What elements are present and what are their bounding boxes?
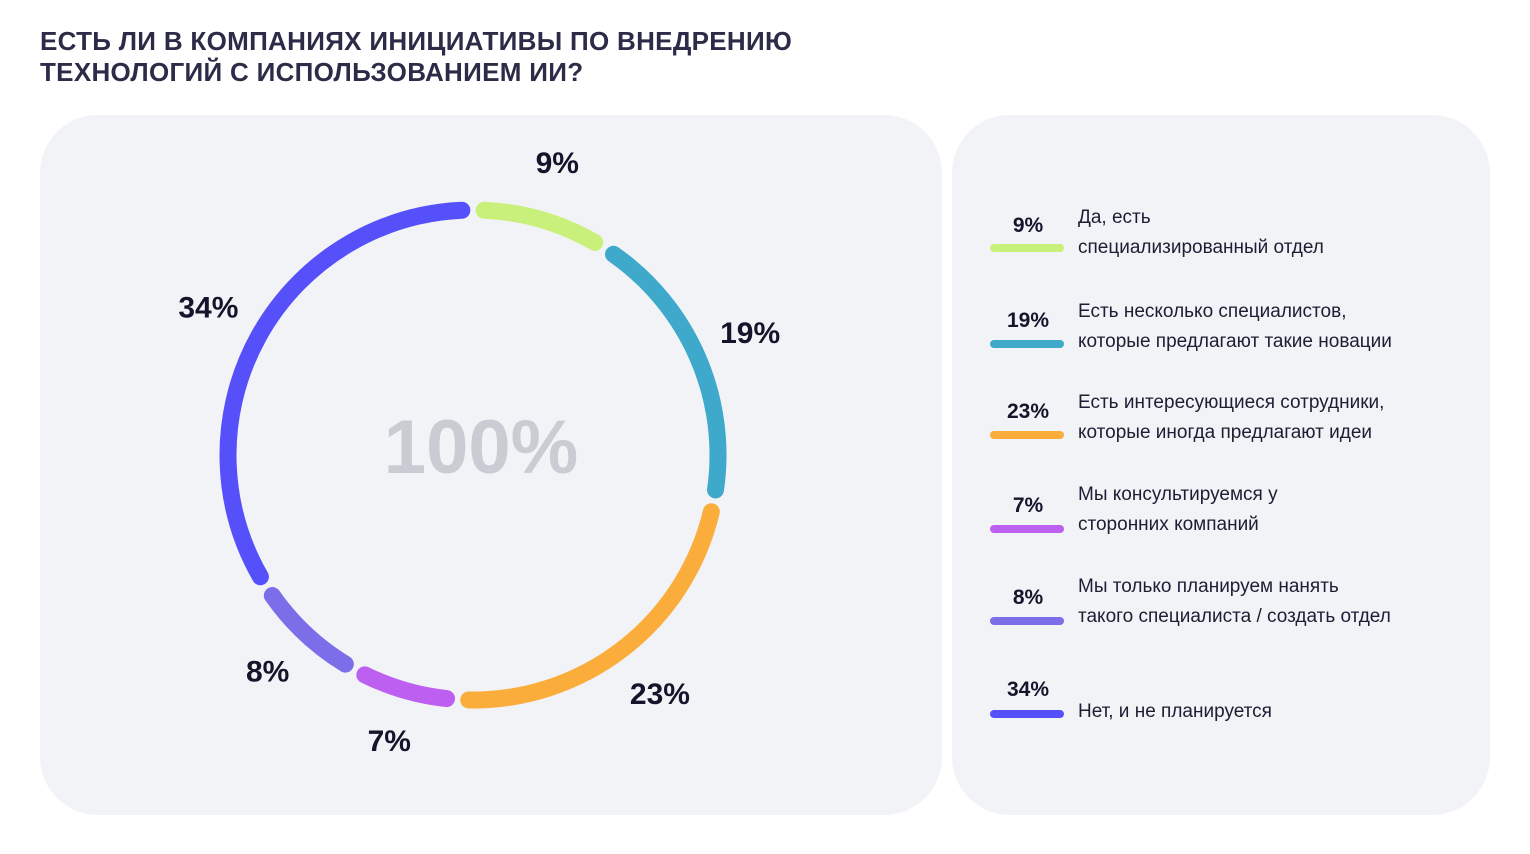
legend-percent: 9% — [1012, 214, 1044, 237]
legend-label-line-2: такого специалиста / создать отдел — [1078, 606, 1391, 627]
legend-percent: 23% — [1006, 400, 1050, 423]
donut-data-label-planning-to-hire: 8% — [246, 656, 289, 689]
donut-segment-interested-employees — [460, 503, 720, 709]
legend-label-line-1: Мы консультируемся у — [1078, 484, 1278, 505]
chart-title-line-1: ЕСТЬ ЛИ В КОМПАНИЯХ ИНИЦИАТИВЫ ПО ВНЕДРЕ… — [40, 26, 793, 56]
legend-label-line-1: Да, есть — [1078, 207, 1151, 228]
legend-percent: 7% — [1012, 494, 1044, 517]
legend-item-interested-employees: 23% Есть интересующиеся сотрудники, кото… — [990, 388, 1470, 458]
legend-label: Есть интересующиеся сотрудники, которые … — [1078, 388, 1468, 448]
legend-color-swatch — [990, 525, 1064, 533]
legend-panel: 9% Да, есть специализированный отдел 19%… — [952, 115, 1490, 815]
chart-panel: 100% 9% 19% 23% 7% 8% 34% — [40, 115, 942, 815]
legend-label: Нет, и не планируется — [1078, 697, 1468, 727]
legend-percent: 8% — [1012, 586, 1044, 609]
donut-segment-not-planned — [219, 201, 471, 586]
chart-title: ЕСТЬ ЛИ В КОМПАНИЯХ ИНИЦИАТИВЫ ПО ВНЕДРЕ… — [40, 26, 792, 88]
legend-label-line-1: Есть интересующиеся сотрудники, — [1078, 392, 1385, 413]
donut-data-label-dedicated-department: 9% — [536, 147, 579, 180]
legend-color-swatch — [990, 431, 1064, 439]
legend-label: Мы только планируем нанять такого специа… — [1078, 572, 1468, 632]
donut-segment-dedicated-department — [475, 201, 604, 251]
donut-center-label: 100% — [384, 405, 578, 490]
donut-data-label-several-specialists: 19% — [720, 317, 780, 350]
legend-label-line-2: специализированный отдел — [1078, 237, 1324, 258]
donut-data-label-external-consulting: 7% — [368, 725, 411, 758]
legend-item-external-consulting: 7% Мы консультируемся у сторонних компан… — [990, 480, 1470, 550]
legend-label: Да, есть специализированный отдел — [1078, 203, 1468, 263]
legend-item-dedicated-department: 9% Да, есть специализированный отдел — [990, 203, 1470, 273]
legend-percent: 34% — [1006, 678, 1050, 701]
legend-label: Мы консультируемся у сторонних компаний — [1078, 480, 1468, 540]
legend-label-line-1: Мы только планируем нанять — [1078, 576, 1339, 597]
legend-label: Есть несколько специалистов, которые пре… — [1078, 297, 1468, 357]
legend-color-swatch — [990, 340, 1064, 348]
legend-label-line-2: которые иногда предлагают идеи — [1078, 422, 1372, 443]
donut-data-label-not-planned: 34% — [178, 291, 238, 324]
legend-color-swatch — [990, 244, 1064, 252]
legend-label-line-1: Есть несколько специалистов, — [1078, 301, 1347, 322]
legend-label-line-1: Нет, и не планируется — [1078, 701, 1272, 722]
donut-data-label-interested-employees: 23% — [630, 678, 690, 711]
donut-chart: 100% 9% 19% 23% 7% 8% 34% — [178, 147, 780, 758]
legend-item-several-specialists: 19% Есть несколько специалистов, которые… — [990, 297, 1470, 367]
donut-segment-external-consulting — [356, 666, 456, 708]
legend-color-swatch — [990, 710, 1064, 718]
donut-segment-several-specialists — [605, 245, 727, 499]
chart-title-line-2: ТЕХНОЛОГИЙ С ИСПОЛЬЗОВАНИЕМ ИИ? — [40, 57, 584, 87]
legend-item-planning-to-hire: 8% Мы только планируем нанять такого спе… — [990, 572, 1470, 642]
legend-color-swatch — [990, 617, 1064, 625]
legend-label-line-2: которые предлагают такие новации — [1078, 331, 1392, 352]
legend-percent: 19% — [1006, 309, 1050, 332]
donut-segment-planning-to-hire — [263, 587, 354, 673]
legend-label-line-2: сторонних компаний — [1078, 514, 1259, 535]
legend-item-not-planned: 34% Нет, и не планируется — [990, 667, 1470, 737]
